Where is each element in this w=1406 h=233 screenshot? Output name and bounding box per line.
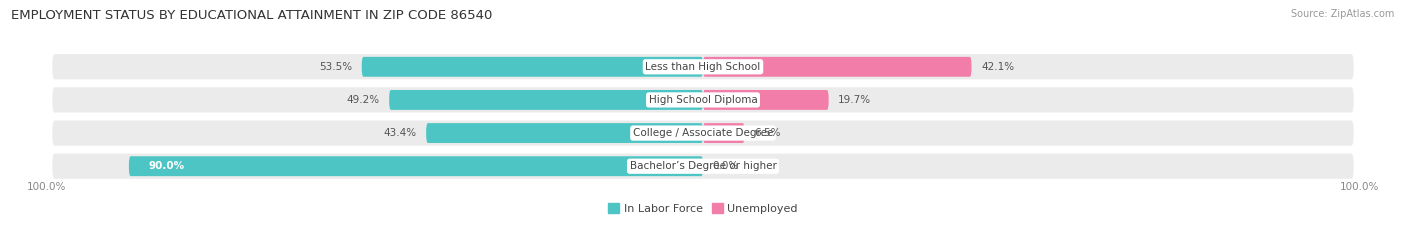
FancyBboxPatch shape [703,123,744,143]
FancyBboxPatch shape [52,120,1354,146]
FancyBboxPatch shape [389,90,703,110]
Text: Bachelor’s Degree or higher: Bachelor’s Degree or higher [630,161,776,171]
Text: 6.5%: 6.5% [754,128,780,138]
Text: EMPLOYMENT STATUS BY EDUCATIONAL ATTAINMENT IN ZIP CODE 86540: EMPLOYMENT STATUS BY EDUCATIONAL ATTAINM… [11,9,492,22]
Text: 19.7%: 19.7% [838,95,872,105]
Text: 42.1%: 42.1% [981,62,1014,72]
FancyBboxPatch shape [52,54,1354,79]
Legend: In Labor Force, Unemployed: In Labor Force, Unemployed [603,199,803,218]
FancyBboxPatch shape [703,57,972,77]
FancyBboxPatch shape [426,123,703,143]
Text: 100.0%: 100.0% [27,182,66,192]
Text: College / Associate Degree: College / Associate Degree [633,128,773,138]
FancyBboxPatch shape [703,90,828,110]
FancyBboxPatch shape [129,156,703,176]
FancyBboxPatch shape [361,57,703,77]
FancyBboxPatch shape [52,87,1354,113]
Text: 90.0%: 90.0% [148,161,184,171]
Text: 0.0%: 0.0% [713,161,738,171]
Text: Less than High School: Less than High School [645,62,761,72]
Text: 43.4%: 43.4% [384,128,416,138]
Text: 49.2%: 49.2% [346,95,380,105]
FancyBboxPatch shape [52,154,1354,179]
Text: 53.5%: 53.5% [319,62,352,72]
Text: High School Diploma: High School Diploma [648,95,758,105]
Text: 100.0%: 100.0% [1340,182,1379,192]
Text: Source: ZipAtlas.com: Source: ZipAtlas.com [1291,9,1395,19]
